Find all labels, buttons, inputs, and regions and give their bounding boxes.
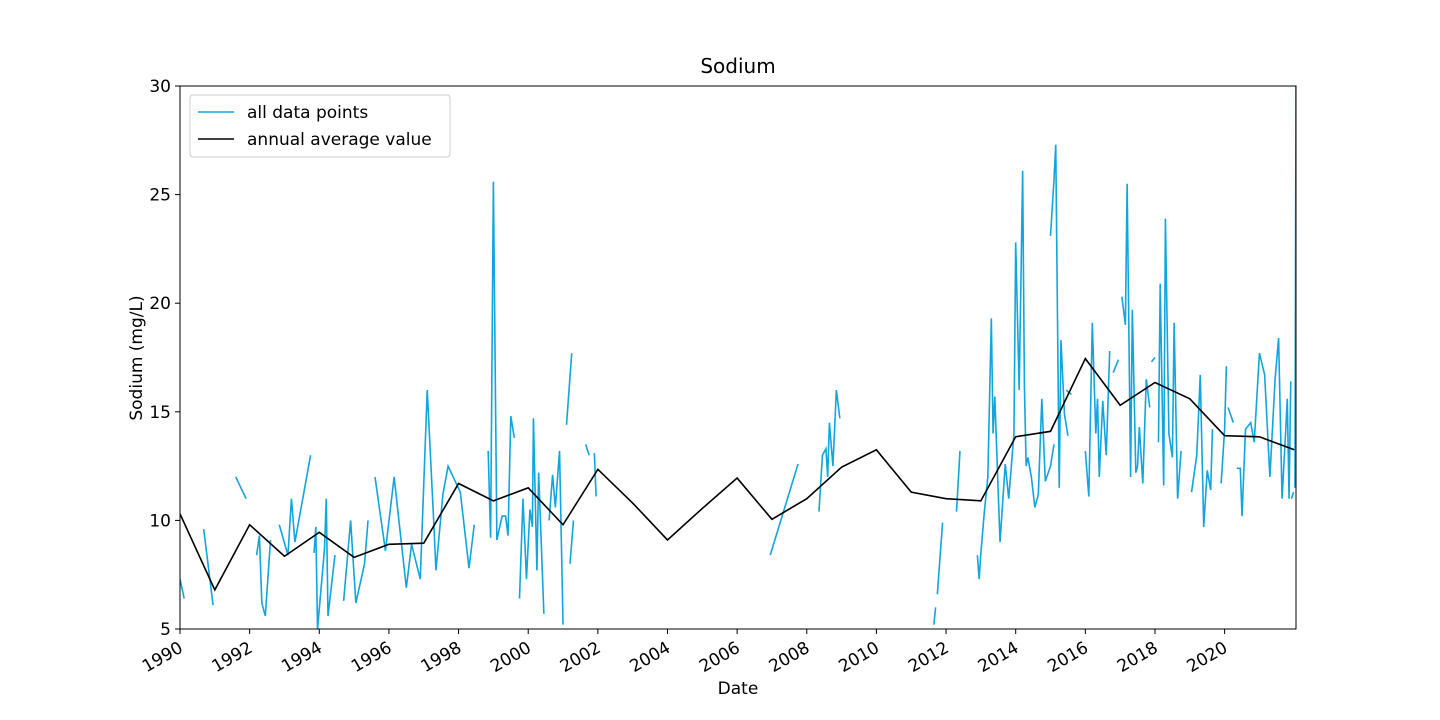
data-line — [180, 357, 1295, 592]
legend-label: all data points — [247, 103, 368, 123]
y-tick-label: 20 — [149, 294, 171, 314]
y-axis-label: Sodium (mg/L) — [127, 295, 147, 420]
legend-label: annual average value — [247, 130, 432, 150]
y-tick-label: 30 — [149, 77, 171, 97]
y-tick-label: 5 — [160, 620, 171, 640]
legend-box — [189, 94, 451, 158]
y-tick-label: 10 — [149, 511, 171, 531]
y-tick-label: 15 — [149, 403, 171, 423]
plot-frame — [179, 85, 1297, 630]
y-tick-label: 25 — [149, 186, 171, 206]
chart-title: Sodium — [700, 54, 775, 78]
x-axis-label: Date — [718, 679, 759, 699]
plot-area — [180, 86, 1296, 629]
